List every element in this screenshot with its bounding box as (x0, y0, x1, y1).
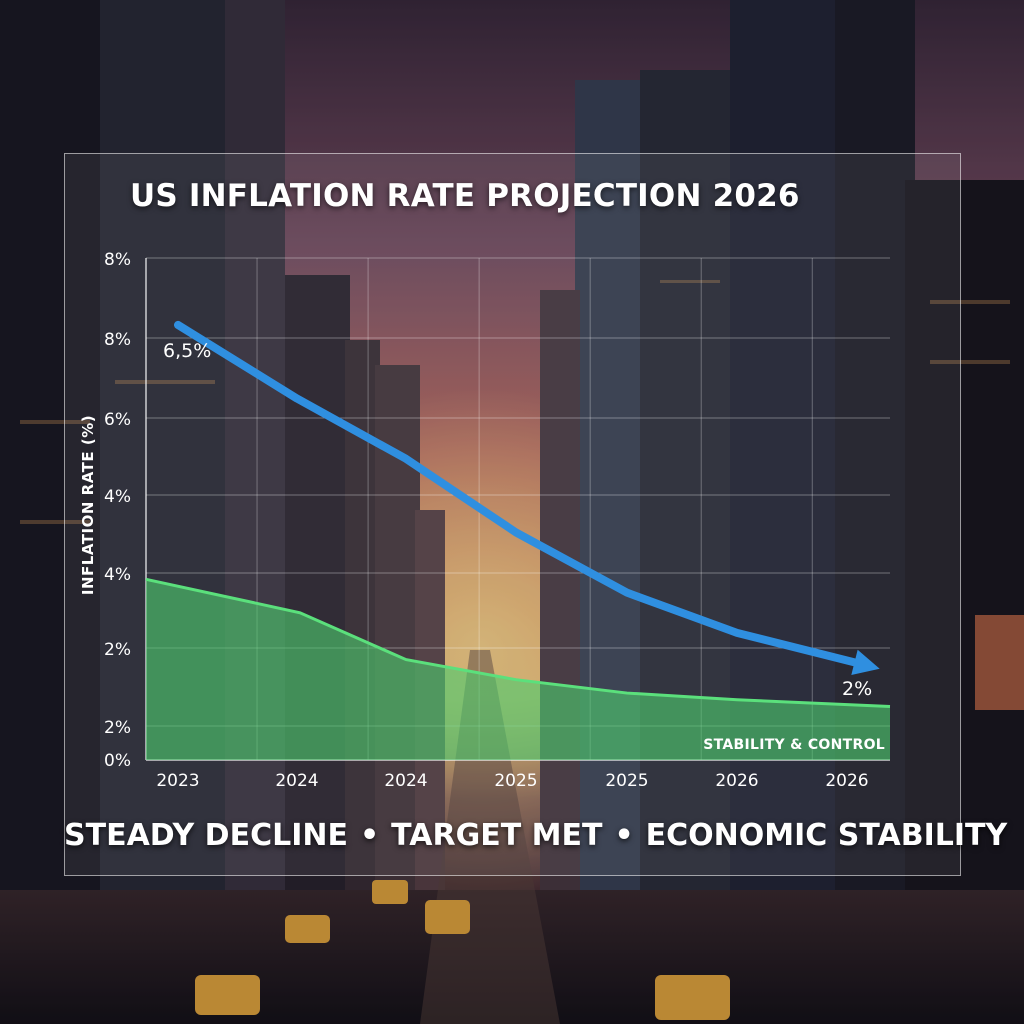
x-tick-label: 2023 (156, 771, 199, 791)
x-tick-label: 2024 (275, 771, 318, 791)
tick-labels: 0% 2% 2% 4% 4% 6% 8% 8% 2023 2024 2024 2025 2025 2026… (104, 250, 869, 791)
data-label: 2% (842, 678, 872, 700)
area-series (145, 577, 891, 760)
y-tick-label: 2% (104, 718, 131, 738)
x-tick-label: 2025 (605, 771, 648, 791)
tagline-item: TARGET MET (391, 818, 603, 853)
x-tick-label: 2026 (825, 771, 868, 791)
tagline-separator: • (614, 818, 634, 853)
y-tick-label: 4% (104, 565, 131, 585)
tagline-item: ECONOMIC STABILITY (645, 818, 1008, 853)
tagline-separator: • (359, 818, 380, 853)
series-line (174, 320, 874, 671)
y-tick-label: 2% (104, 640, 131, 660)
data-label: 6,5% (163, 340, 211, 362)
y-tick-label: 8% (104, 250, 131, 270)
x-tick-label: 2025 (494, 771, 537, 791)
tagline-item: STEADY DECLINE (64, 818, 348, 853)
annotations: 6,5% 2% (163, 340, 872, 700)
x-tick-label: 2024 (384, 771, 427, 791)
chart-title: US INFLATION RATE PROJECTION 2026 (130, 178, 800, 214)
y-tick-label: 6% (104, 410, 131, 430)
band-label: STABILITY & CONTROL (703, 737, 885, 753)
area-fill (146, 579, 890, 760)
x-tick-label: 2026 (715, 771, 758, 791)
area-line (145, 577, 891, 708)
y-tick-label: 0% (104, 751, 131, 771)
y-tick-label: 4% (104, 487, 131, 507)
y-tick-label: 8% (104, 330, 131, 350)
arrow-head (851, 649, 880, 675)
line-series (174, 320, 880, 675)
y-axis-label: INFLATION RATE (%) (79, 415, 97, 595)
tagline: STEADY DECLINE • TARGET MET • ECONOMIC STABI… (64, 818, 1007, 853)
